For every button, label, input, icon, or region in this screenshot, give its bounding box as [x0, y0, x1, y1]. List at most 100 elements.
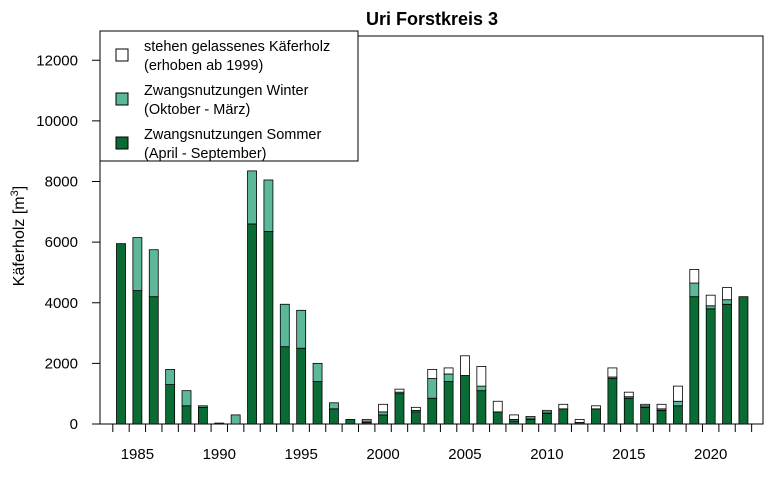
bar-segment-summer: [591, 408, 601, 425]
bar-segment-summer: [673, 405, 683, 425]
bar-segment-winter: [427, 378, 438, 399]
bar-segment-winter: [689, 282, 700, 298]
bar-segment-standing: [410, 406, 421, 411]
bar-segment-summer: [492, 411, 503, 425]
bar-segment-winter: [165, 369, 176, 385]
bar-segment-standing: [443, 367, 454, 375]
bar-segment-winter: [247, 170, 257, 225]
legend-swatch: [115, 92, 129, 106]
bar-segment-winter: [148, 249, 159, 298]
bar-segment-standing: [623, 391, 634, 398]
bar-segment-winter: [443, 373, 454, 382]
bar-segment-summer: [296, 347, 307, 425]
bar-segment-summer: [558, 408, 569, 425]
bar-segment-winter: [312, 362, 323, 382]
bar-segment-summer: [509, 420, 520, 425]
bar-segment-summer: [607, 378, 618, 425]
bar-segment-summer: [541, 412, 552, 425]
bar-segment-standing: [427, 369, 438, 379]
legend-label: stehen gelassenes Käferholz: [144, 39, 330, 55]
bar-segment-summer: [623, 397, 634, 425]
y-tick-label: 6000: [45, 234, 78, 251]
y-tick-label: 0: [70, 416, 78, 433]
legend-label-sub: (Oktober - März): [144, 102, 250, 118]
bar-segment-standing: [591, 405, 601, 410]
bar-segment-summer: [197, 406, 208, 425]
x-tick-label: 2010: [530, 446, 563, 463]
x-tick-label: 2000: [366, 446, 399, 463]
y-tick-label: 2000: [45, 355, 78, 372]
bar-segment-summer: [738, 296, 749, 425]
bar-segment-standing: [673, 385, 683, 402]
bar-segment-summer: [148, 296, 159, 425]
bar-segment-winter: [181, 390, 192, 407]
bar-segment-summer: [689, 296, 700, 425]
bars: [116, 170, 749, 425]
bar-segment-winter: [132, 237, 143, 292]
bar-segment-standing: [378, 403, 388, 413]
bar-segment-winter: [673, 400, 683, 407]
bar-segment-summer: [181, 405, 192, 425]
bar-segment-summer: [394, 393, 405, 425]
bar-segment-summer: [460, 375, 470, 425]
bar-segment-standing: [476, 366, 487, 387]
bar-segment-summer: [722, 303, 732, 425]
bar-segment-summer: [378, 414, 388, 425]
bar-segment-summer: [312, 381, 323, 425]
bar-segment-summer: [427, 397, 438, 425]
bar-segment-winter: [722, 299, 732, 305]
bar-segment-summer: [329, 408, 339, 425]
y-axis: 0 2000 4000 6000 8000 10000 12000: [36, 52, 100, 433]
bar-segment-standing: [509, 414, 520, 420]
bar-segment-standing: [525, 416, 536, 419]
bar-segment-winter: [279, 303, 290, 348]
y-tick-label: 8000: [45, 174, 78, 191]
legend: stehen gelassenes Käferholz (erhoben ab 1…: [99, 30, 359, 162]
bar-segment-summer: [476, 390, 487, 425]
bar-segment-standing: [656, 403, 667, 410]
legend-swatch: [115, 136, 129, 150]
bar-segment-winter: [296, 309, 307, 349]
bar-segment-winter: [263, 179, 274, 232]
bar-segment-summer: [165, 384, 176, 425]
bar-segment-summer: [263, 231, 274, 425]
y-tick-label: 12000: [36, 52, 78, 69]
bar-segment-winter: [197, 405, 208, 408]
x-tick-label: 1990: [203, 446, 236, 463]
bar-segment-winter: [329, 402, 339, 410]
y-tick-label: 10000: [36, 113, 78, 130]
bar-segment-standing: [394, 388, 405, 393]
bar-segment-summer: [410, 411, 421, 425]
x-tick-label: 1995: [284, 446, 317, 463]
y-tick-label: 4000: [45, 295, 78, 312]
bar-segment-standing: [361, 419, 372, 422]
bar-segment-summer: [116, 243, 126, 425]
legend-label: Zwangsnutzungen Winter: [144, 83, 309, 99]
bar-segment-standing: [492, 400, 503, 413]
bar-segment-summer: [279, 346, 290, 425]
legend-box: [99, 30, 359, 162]
bar-segment-standing: [607, 367, 618, 378]
legend-label: Zwangsnutzungen Sommer: [144, 127, 321, 143]
bar-segment-standing: [640, 403, 651, 407]
y-axis-label: Käferholz [m3]: [9, 186, 28, 286]
bar-segment-summer: [656, 409, 667, 425]
bar-segment-standing: [689, 269, 700, 284]
x-tick-label: 2020: [694, 446, 727, 463]
bar-segment-standing: [574, 419, 585, 423]
bar-segment-standing: [705, 294, 716, 307]
bar-segment-summer: [132, 290, 143, 425]
legend-label-sub: (April - September): [144, 146, 266, 162]
bar-segment-standing: [558, 403, 569, 410]
x-tick-label: 1985: [121, 446, 154, 463]
bar-segment-summer: [640, 406, 651, 425]
x-axis: 1985 1990 1995 2000 2005 2010 2015 2020: [112, 424, 753, 463]
bar-segment-summer: [443, 381, 454, 425]
bar-segment-summer: [345, 419, 356, 425]
bar-segment-winter: [705, 305, 716, 310]
bar-segment-winter: [230, 414, 241, 425]
bar-segment-summer: [525, 419, 536, 425]
bar-segment-summer: [705, 308, 716, 425]
chart-title: Uri Forstkreis 3: [366, 9, 498, 29]
